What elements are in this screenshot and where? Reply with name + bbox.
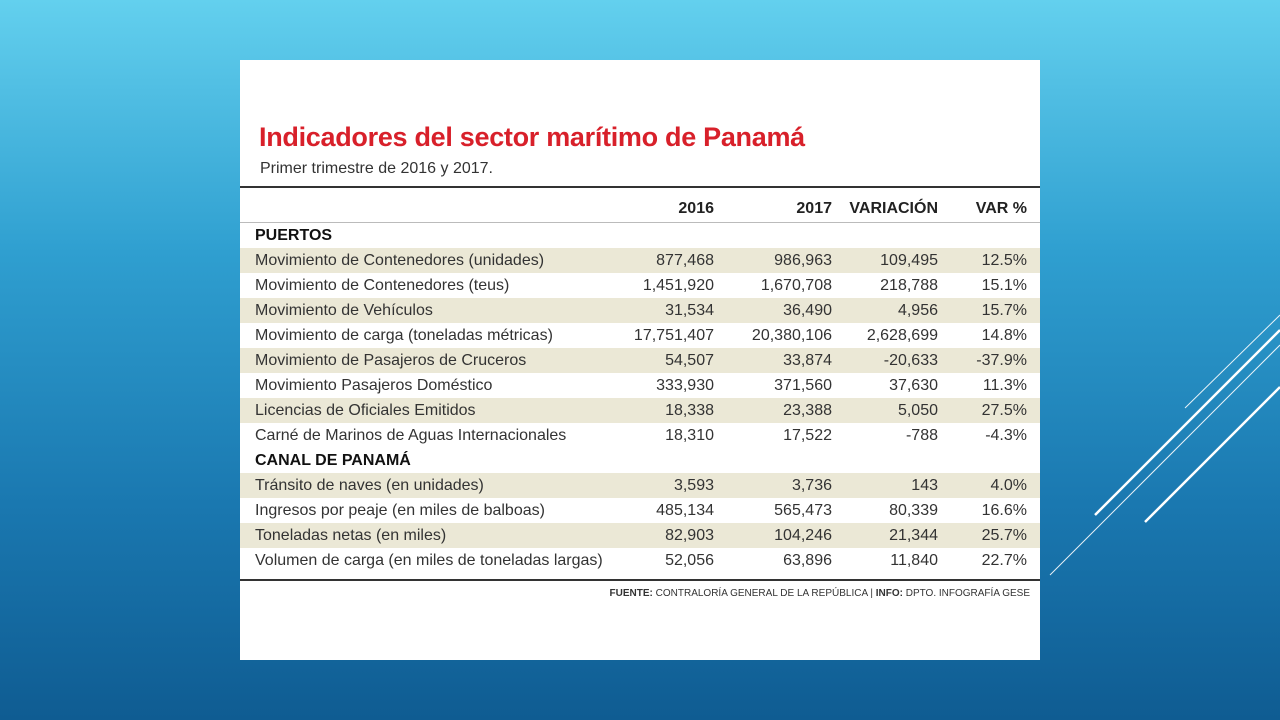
cell-variacion: 11,840 bbox=[890, 552, 938, 569]
cell-2016: 18,310 bbox=[665, 427, 714, 444]
cell-variacion: 2,628,699 bbox=[866, 327, 938, 344]
source-fuente-text: CONTRALORÍA GENERAL DE LA REPÚBLICA | bbox=[652, 588, 876, 599]
table-row: Movimiento de Vehículos 31,534 36,490 4,956… bbox=[240, 298, 1040, 323]
header-2017: 2017 bbox=[796, 200, 832, 217]
cell-2017: 63,896 bbox=[783, 552, 832, 569]
table-row: Toneladas netas (en miles) 82,903 104,246 2… bbox=[240, 523, 1040, 548]
table-row: Movimiento de carga (toneladas métricas)… bbox=[240, 323, 1040, 348]
cell-2017: 371,560 bbox=[774, 377, 832, 394]
cell-2017: 17,522 bbox=[783, 427, 832, 444]
cell-2016: 3,593 bbox=[673, 477, 714, 494]
table-row: Movimiento Pasajeros Doméstico 333,930 371… bbox=[240, 373, 1040, 398]
cell-var-pct: 4.0% bbox=[990, 477, 1027, 494]
header-variacion: VARIACIÓN bbox=[849, 200, 938, 217]
cell-var-pct: 22.7% bbox=[981, 552, 1027, 569]
table-row: Carné de Marinos de Aguas Internacionale… bbox=[240, 423, 1040, 448]
table-row: Tránsito de naves (en unidades) 3,593 3,73… bbox=[240, 473, 1040, 498]
cell-var-pct: -4.3% bbox=[985, 427, 1027, 444]
infographic-subtitle: Primer trimestre de 2016 y 2017. bbox=[260, 160, 493, 177]
cell-2017: 565,473 bbox=[774, 502, 832, 519]
cell-variacion: 5,050 bbox=[897, 402, 938, 419]
table-header: 2016 2017 VARIACIÓN VAR % bbox=[240, 197, 1040, 222]
cell-var-pct: 15.7% bbox=[981, 302, 1027, 319]
table-row: Licencias de Oficiales Emitidos 18,338 23,… bbox=[240, 398, 1040, 423]
table-row: Movimiento de Contenedores (teus) 1,451,9… bbox=[240, 273, 1040, 298]
cell-2016: 31,534 bbox=[665, 302, 714, 319]
cell-2017: 20,380,106 bbox=[751, 327, 832, 344]
row-label: Volumen de carga (en miles de toneladas … bbox=[255, 552, 603, 569]
row-label: Licencias de Oficiales Emitidos bbox=[255, 402, 476, 419]
cell-2016: 18,338 bbox=[665, 402, 714, 419]
source-credit: FUENTE: CONTRALORÍA GENERAL DE LA REPÚBL… bbox=[610, 588, 1030, 599]
cell-2016: 877,468 bbox=[656, 252, 714, 269]
table-row: Movimiento de Contenedores (unidades) 877… bbox=[240, 248, 1040, 273]
cell-2017: 33,874 bbox=[783, 352, 832, 369]
cell-2016: 82,903 bbox=[665, 527, 714, 544]
cell-variacion: -20,633 bbox=[883, 352, 938, 369]
section-header: CANAL DE PANAMÁ bbox=[240, 448, 1040, 473]
source-fuente-label: FUENTE: bbox=[609, 588, 653, 599]
row-label: Movimiento de Vehículos bbox=[255, 302, 433, 319]
cell-variacion: 143 bbox=[911, 477, 938, 494]
source-info-label: INFO: bbox=[875, 588, 903, 599]
source-info-text: DPTO. INFOGRAFÍA GESE bbox=[902, 588, 1030, 599]
cell-variacion: -788 bbox=[905, 427, 938, 444]
row-label: Tránsito de naves (en unidades) bbox=[255, 477, 484, 494]
header-2016: 2016 bbox=[678, 200, 714, 217]
cell-2017: 36,490 bbox=[783, 302, 832, 319]
bottom-rule bbox=[240, 579, 1040, 581]
cell-variacion: 109,495 bbox=[880, 252, 938, 269]
row-label: Movimiento de Pasajeros de Cruceros bbox=[255, 352, 527, 369]
cell-variacion: 37,630 bbox=[889, 377, 938, 394]
cell-var-pct: 16.6% bbox=[981, 502, 1027, 519]
section-header: PUERTOS bbox=[240, 223, 1040, 248]
cell-2017: 3,736 bbox=[791, 477, 832, 494]
cell-2017: 1,670,708 bbox=[760, 277, 832, 294]
cell-2016: 485,134 bbox=[656, 502, 714, 519]
row-label: Carné de Marinos de Aguas Internacionale… bbox=[255, 427, 567, 444]
cell-variacion: 218,788 bbox=[880, 277, 938, 294]
table-body: PUERTOS Movimiento de Contenedores (unida… bbox=[240, 223, 1040, 573]
cell-var-pct: 25.7% bbox=[981, 527, 1027, 544]
header-var-pct: VAR % bbox=[975, 200, 1027, 217]
cell-variacion: 21,344 bbox=[889, 527, 938, 544]
table-row: Volumen de carga (en miles de toneladas … bbox=[240, 548, 1040, 573]
header-rule bbox=[240, 222, 1040, 223]
cell-2017: 104,246 bbox=[774, 527, 832, 544]
cell-2017: 986,963 bbox=[774, 252, 832, 269]
row-label: Movimiento de Contenedores (teus) bbox=[255, 277, 510, 294]
row-label: Toneladas netas (en miles) bbox=[255, 527, 447, 544]
cell-2016: 1,451,920 bbox=[642, 277, 714, 294]
cell-variacion: 80,339 bbox=[889, 502, 938, 519]
row-label: Movimiento Pasajeros Doméstico bbox=[255, 377, 493, 394]
cell-2016: 333,930 bbox=[656, 377, 714, 394]
cell-var-pct: 12.5% bbox=[981, 252, 1027, 269]
cell-2016: 17,751,407 bbox=[633, 327, 714, 344]
cell-2017: 23,388 bbox=[783, 402, 832, 419]
cell-var-pct: 27.5% bbox=[981, 402, 1027, 419]
row-label: Ingresos por peaje (en miles de balboas) bbox=[255, 502, 545, 519]
cell-variacion: 4,956 bbox=[897, 302, 938, 319]
table-row: Movimiento de Pasajeros de Cruceros 54,50… bbox=[240, 348, 1040, 373]
infographic-card: Indicadores del sector marítimo de Panam… bbox=[240, 60, 1040, 660]
section-label: CANAL DE PANAMÁ bbox=[255, 452, 411, 469]
cell-var-pct: 14.8% bbox=[981, 327, 1027, 344]
table-row: Ingresos por peaje (en miles de balboas)… bbox=[240, 498, 1040, 523]
top-rule bbox=[240, 186, 1040, 188]
cell-var-pct: 15.1% bbox=[981, 277, 1027, 294]
cell-var-pct: 11.3% bbox=[982, 377, 1027, 394]
row-label: Movimiento de Contenedores (unidades) bbox=[255, 252, 545, 269]
cell-2016: 52,056 bbox=[665, 552, 714, 569]
cell-var-pct: -37.9% bbox=[976, 352, 1027, 369]
infographic-title: Indicadores del sector marítimo de Panam… bbox=[259, 122, 805, 152]
section-label: PUERTOS bbox=[255, 227, 333, 244]
cell-2016: 54,507 bbox=[665, 352, 714, 369]
row-label: Movimiento de carga (toneladas métricas) bbox=[255, 327, 553, 344]
